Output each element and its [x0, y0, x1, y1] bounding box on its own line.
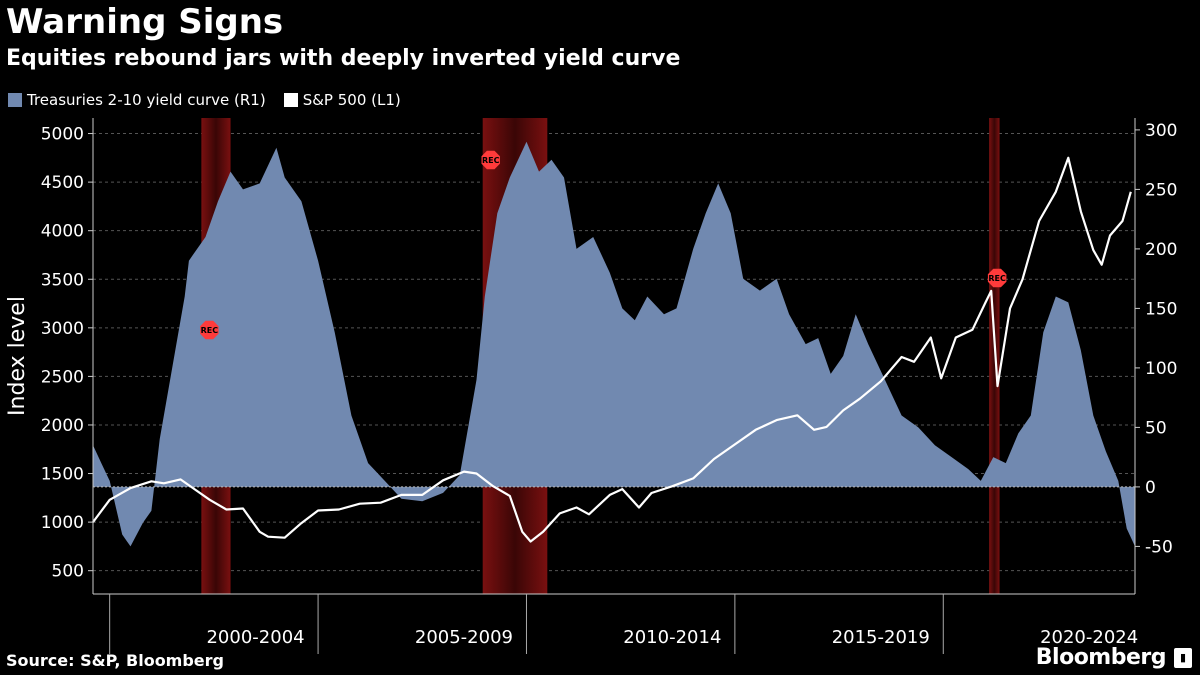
recession-markers: REC REC REC: [200, 150, 1007, 340]
recession-marker: REC: [481, 150, 500, 170]
y-tick-label-left: 1000: [41, 513, 84, 533]
y-tick-label-right: 200: [1145, 240, 1177, 260]
x-tick-label: 2015-2019: [832, 627, 930, 648]
yield-curve-area: [93, 141, 1135, 547]
y-tick-label-right: 0: [1145, 478, 1156, 498]
chart-legend: Treasuries 2-10 yield curve (R1) S&P 500…: [8, 91, 419, 109]
y-tick-label-left: 3500: [41, 270, 84, 290]
y-tick-label-left: 2000: [41, 416, 84, 436]
y-tick-label-right: -50: [1145, 537, 1173, 557]
rec-marker-octagon: [987, 268, 1007, 288]
recession-marker: REC: [200, 320, 219, 340]
chart-title: Warning Signs: [6, 2, 284, 42]
sp500-line: [92, 156, 1132, 543]
y-tick-label-left: 4000: [41, 222, 84, 242]
yield-curve-series: [93, 141, 1135, 547]
rec-marker-octagon: [200, 320, 219, 340]
bloomberg-logo: Bloomberg: [1035, 645, 1167, 670]
y-tick-label-left: 500: [52, 562, 84, 582]
sp500-series: [92, 156, 1132, 543]
legend-swatch-sp500: [283, 93, 298, 107]
rec-marker-octagon: [481, 150, 500, 170]
legend-swatch-yield-curve: [8, 93, 22, 107]
rec-marker-label: REC: [482, 156, 500, 165]
chart-subtitle: Equities rebound jars with deeply invert…: [6, 46, 681, 71]
y-tick-label-left: 4500: [41, 173, 84, 193]
y-tick-label-left: 1500: [41, 465, 84, 485]
legend-item-yield-curve: Treasuries 2-10 yield curve (R1): [8, 91, 266, 109]
rec-marker-label: REC: [988, 274, 1006, 283]
legend-label-yield-curve: Treasuries 2-10 yield curve (R1): [27, 91, 266, 109]
y-tick-label-left: 2500: [41, 367, 84, 387]
legend-label-sp500: S&P 500 (L1): [302, 91, 401, 109]
source-note: Source: S&P, Bloomberg: [6, 651, 224, 670]
recession-band: [989, 118, 1000, 594]
y-tick-label-left: 5000: [41, 125, 84, 145]
x-tick-label: 2000-2004: [206, 627, 304, 648]
x-tick-label: 2020-2024: [1040, 627, 1138, 648]
y-tick-label-right: 300: [1145, 121, 1177, 141]
recession-marker: REC: [987, 268, 1007, 288]
y-tick-label-right: 150: [1145, 299, 1177, 319]
rec-marker-label: REC: [201, 326, 219, 335]
x-tick-label: 2005-2009: [415, 627, 513, 648]
y-tick-label-right: 100: [1145, 359, 1177, 379]
axes: 500100015002000250030003500400045005000-…: [41, 118, 1177, 654]
y-tick-label-left: 3000: [41, 319, 84, 339]
y-tick-label-right: 50: [1145, 418, 1167, 438]
y-tick-label-right: 250: [1145, 180, 1177, 200]
chart-icon: ▮: [1174, 648, 1192, 668]
legend-item-sp500: S&P 500 (L1): [283, 91, 401, 109]
x-tick-label: 2010-2014: [623, 627, 721, 648]
y-axis-label-left: Index level: [5, 296, 30, 416]
